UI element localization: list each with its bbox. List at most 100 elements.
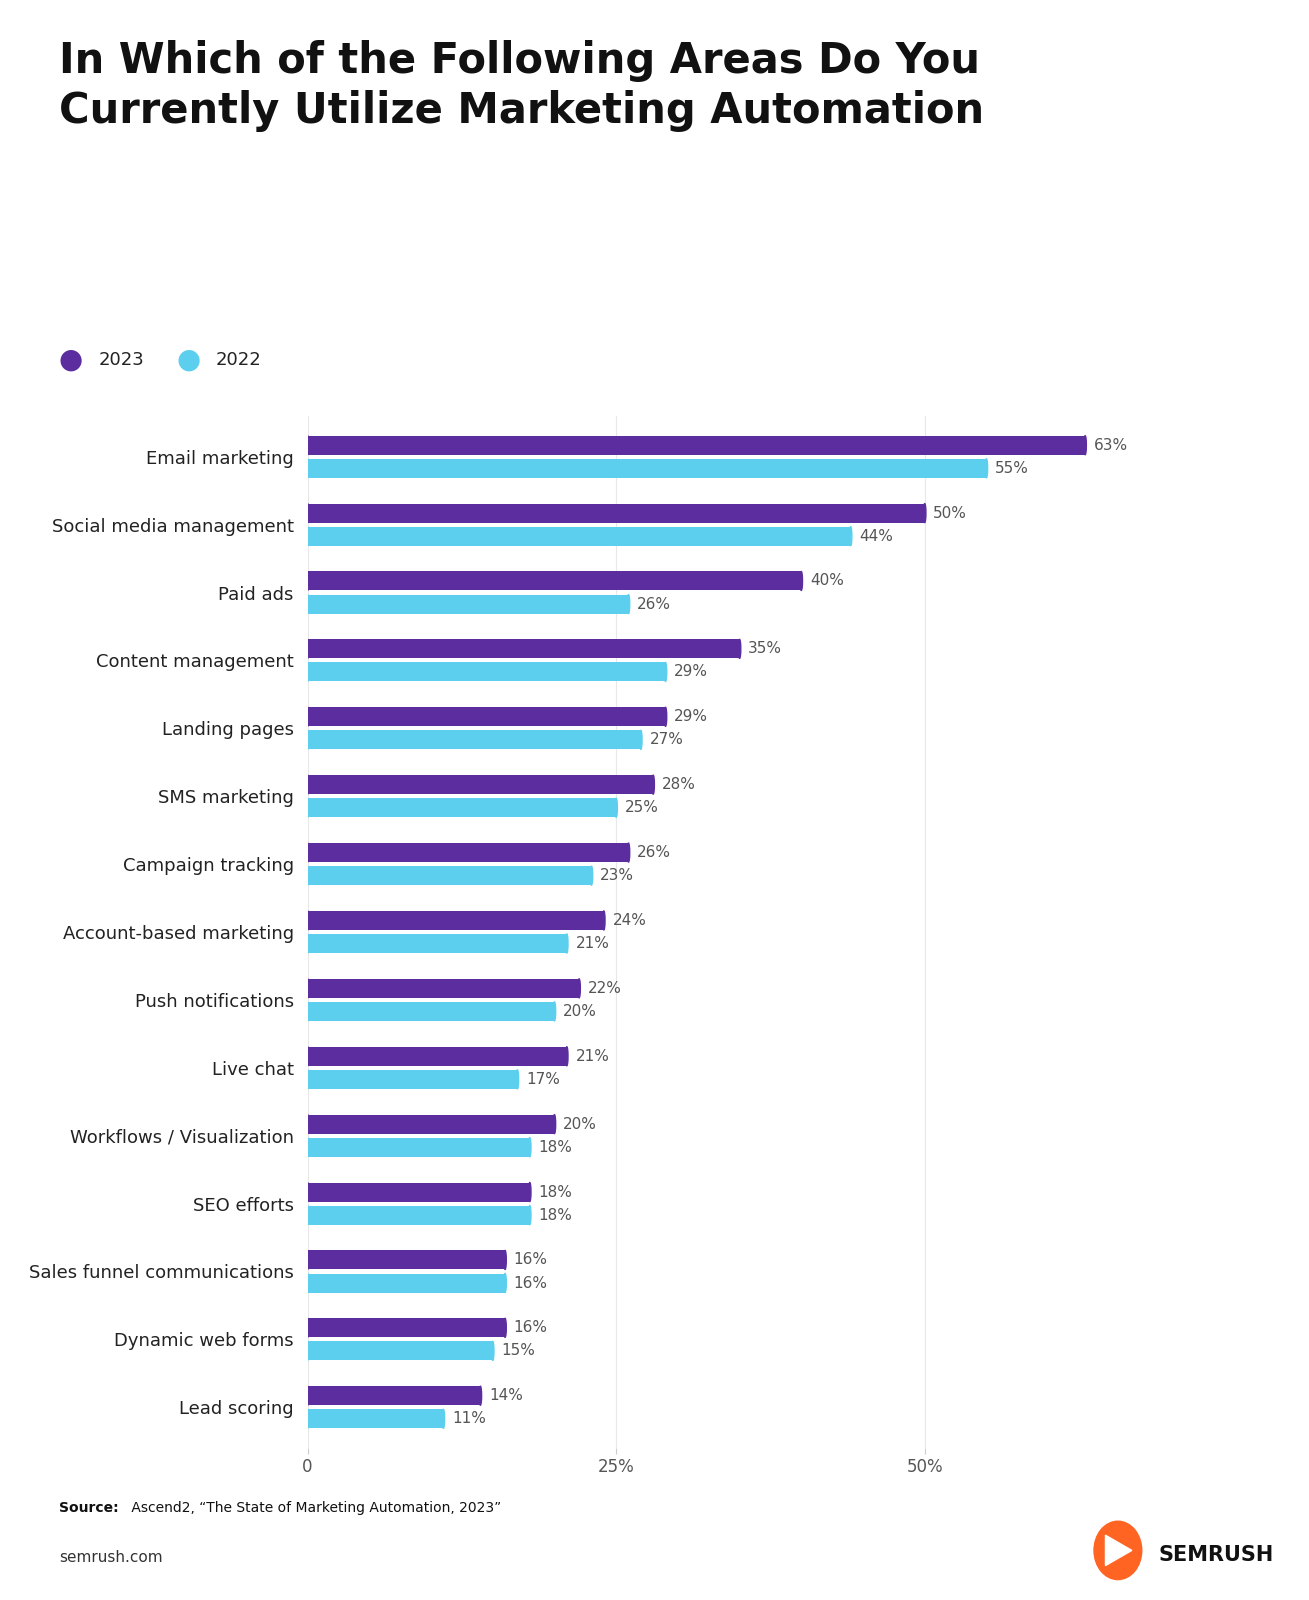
Bar (308, 843, 628, 862)
Bar (308, 707, 665, 726)
Ellipse shape (306, 1070, 309, 1090)
Text: In Which of the Following Areas Do You
Currently Utilize Marketing Automation: In Which of the Following Areas Do You C… (59, 40, 984, 133)
Ellipse shape (306, 774, 309, 794)
Ellipse shape (554, 1115, 555, 1134)
Ellipse shape (306, 1206, 309, 1224)
Ellipse shape (850, 526, 852, 546)
Ellipse shape (306, 843, 309, 862)
Ellipse shape (492, 1341, 493, 1360)
Ellipse shape (306, 866, 309, 885)
Ellipse shape (306, 979, 309, 998)
Ellipse shape (306, 1251, 309, 1269)
Text: 21%: 21% (576, 1048, 609, 1064)
Circle shape (1094, 1522, 1141, 1579)
Bar (308, 730, 641, 749)
Bar (308, 1251, 505, 1269)
Text: 16%: 16% (513, 1275, 547, 1291)
Text: 27%: 27% (649, 733, 683, 747)
Text: 11%: 11% (452, 1411, 486, 1426)
Ellipse shape (306, 1002, 309, 1021)
Text: ●: ● (177, 346, 202, 374)
Bar (308, 435, 1085, 454)
Bar (308, 1115, 555, 1134)
Text: 18%: 18% (538, 1184, 572, 1200)
Ellipse shape (306, 910, 309, 930)
Ellipse shape (442, 1410, 445, 1429)
Ellipse shape (306, 504, 309, 523)
Bar (308, 640, 740, 658)
Text: 29%: 29% (674, 664, 708, 680)
Text: 23%: 23% (600, 869, 634, 883)
Ellipse shape (306, 1046, 309, 1066)
Ellipse shape (565, 1046, 568, 1066)
Ellipse shape (579, 979, 580, 998)
Text: 28%: 28% (662, 778, 695, 792)
Text: 18%: 18% (538, 1139, 572, 1155)
Bar (308, 1206, 530, 1224)
Text: 40%: 40% (810, 573, 844, 589)
Text: semrush.com: semrush.com (59, 1550, 162, 1565)
Ellipse shape (306, 1138, 309, 1157)
Bar (308, 910, 603, 930)
Ellipse shape (800, 571, 802, 590)
Ellipse shape (306, 595, 309, 613)
Ellipse shape (306, 1410, 309, 1429)
Ellipse shape (615, 798, 618, 818)
Text: 16%: 16% (513, 1320, 547, 1336)
Text: 14%: 14% (490, 1389, 522, 1403)
Text: 35%: 35% (749, 642, 783, 656)
Bar (308, 1002, 555, 1021)
Ellipse shape (306, 662, 309, 682)
Text: 2022: 2022 (216, 350, 262, 370)
Bar (308, 571, 801, 590)
Text: 25%: 25% (624, 800, 658, 816)
Bar (308, 1318, 505, 1338)
Bar (308, 1341, 492, 1360)
Ellipse shape (627, 843, 630, 862)
Ellipse shape (529, 1206, 531, 1224)
Text: 63%: 63% (1094, 438, 1128, 453)
Ellipse shape (306, 435, 309, 454)
Ellipse shape (504, 1274, 507, 1293)
Bar (308, 1070, 517, 1090)
Text: ●: ● (59, 346, 84, 374)
Text: 26%: 26% (637, 845, 672, 861)
Text: 21%: 21% (576, 936, 609, 950)
Bar (308, 662, 665, 682)
Text: 22%: 22% (588, 981, 622, 995)
Ellipse shape (306, 934, 309, 954)
Bar (308, 459, 987, 478)
Text: 55%: 55% (995, 461, 1029, 475)
Bar (308, 1138, 530, 1157)
Ellipse shape (1084, 435, 1086, 454)
Bar (308, 526, 851, 546)
Bar (308, 979, 579, 998)
Ellipse shape (504, 1251, 507, 1269)
Ellipse shape (590, 866, 593, 885)
Bar (308, 1182, 530, 1202)
Ellipse shape (665, 662, 666, 682)
Ellipse shape (504, 1318, 507, 1338)
Bar (308, 1046, 567, 1066)
Bar (308, 1386, 480, 1405)
Ellipse shape (529, 1138, 531, 1157)
Ellipse shape (602, 910, 605, 930)
Ellipse shape (306, 640, 309, 658)
Ellipse shape (306, 730, 309, 749)
Text: 24%: 24% (613, 914, 647, 928)
Text: 20%: 20% (563, 1117, 597, 1131)
Ellipse shape (986, 459, 987, 478)
Ellipse shape (529, 1182, 531, 1202)
Text: 15%: 15% (501, 1344, 535, 1358)
Ellipse shape (306, 798, 309, 818)
Text: Source:: Source: (59, 1501, 119, 1515)
Ellipse shape (306, 1341, 309, 1360)
Ellipse shape (306, 707, 309, 726)
Ellipse shape (652, 774, 654, 794)
Ellipse shape (627, 595, 630, 613)
Text: Ascend2, “The State of Marketing Automation, 2023”: Ascend2, “The State of Marketing Automat… (127, 1501, 501, 1515)
Ellipse shape (306, 1274, 309, 1293)
Ellipse shape (479, 1386, 482, 1405)
Ellipse shape (640, 730, 641, 749)
Bar (308, 774, 653, 794)
